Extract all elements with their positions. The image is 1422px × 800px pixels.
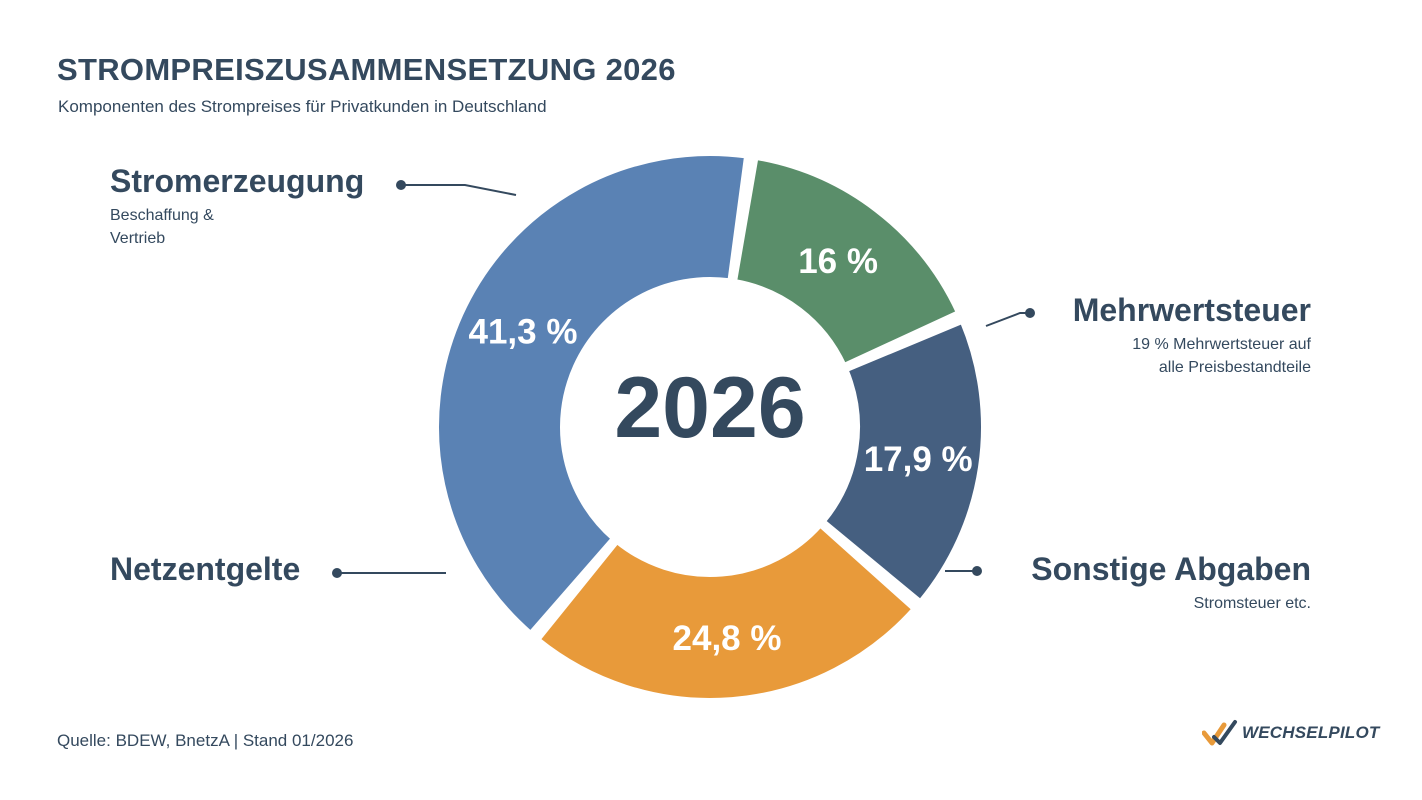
center-year-label: 2026 <box>614 360 805 456</box>
label-desc: 19 % Mehrwertsteuer auf alle Preisbestan… <box>1073 333 1311 379</box>
checkmark-logo-icon <box>1202 720 1237 746</box>
label-name: Netzentgelte <box>110 551 301 587</box>
donut-slice-stromerzeugung <box>435 152 749 635</box>
label-netzentgelte: Netzentgelte <box>110 551 300 588</box>
donut-slice-netzentgelte <box>536 523 916 702</box>
leader-line-mehrwertsteuer <box>985 312 1030 327</box>
donut-slices <box>435 152 985 702</box>
slice-value-label: 24,8 % <box>673 619 782 658</box>
label-sonstige: Sonstige Abgaben Stromsteuer etc. <box>1031 551 1311 615</box>
label-stromerzeugung: Stromerzeugung Beschaffung & Vertrieb <box>110 163 364 250</box>
page-subtitle: Komponenten des Strompreises für Privatk… <box>58 97 547 116</box>
leader-line-stromerzeugung <box>401 184 517 196</box>
label-desc-line: Vertrieb <box>110 230 166 247</box>
wechselpilot-logo: WECHSELPILOT <box>1202 718 1379 748</box>
label-desc-line: 19 % Mehrwertsteuer auf <box>1132 336 1311 353</box>
donut-slice-sonstige-abgaben <box>822 319 985 604</box>
source-note: Quelle: BDEW, BnetzA | Stand 01/2026 <box>57 731 354 750</box>
label-desc-line: alle Preisbestandteile <box>1158 359 1311 376</box>
label-desc-line: Beschaffung & <box>110 207 214 224</box>
label-desc: Stromsteuer etc. <box>1031 592 1311 615</box>
slice-value-label: 41,3 % <box>468 312 577 351</box>
label-desc: Beschaffung & Vertrieb <box>110 204 364 250</box>
label-name: Sonstige Abgaben <box>1031 551 1311 587</box>
page-title: STROMPREISZUSAMMENSETZUNG 2026 <box>57 52 676 87</box>
leader-lines <box>332 180 1035 578</box>
label-name: Mehrwertsteuer <box>1072 292 1311 328</box>
slice-value-label: 16 % <box>798 242 878 281</box>
label-mehrwertsteuer: Mehrwertsteuer 19 % Mehrwertsteuer auf a… <box>1073 292 1311 379</box>
donut-slice-mehrwertsteuer <box>733 155 960 367</box>
label-desc-line: Stromsteuer etc. <box>1193 595 1311 612</box>
slice-value-labels: 41,3 % 16 % 17,9 % 24,8 % <box>468 242 972 658</box>
logo-text: WECHSELPILOT <box>1242 723 1380 742</box>
label-name: Stromerzeugung <box>110 163 365 199</box>
slice-value-label: 17,9 % <box>864 440 973 479</box>
